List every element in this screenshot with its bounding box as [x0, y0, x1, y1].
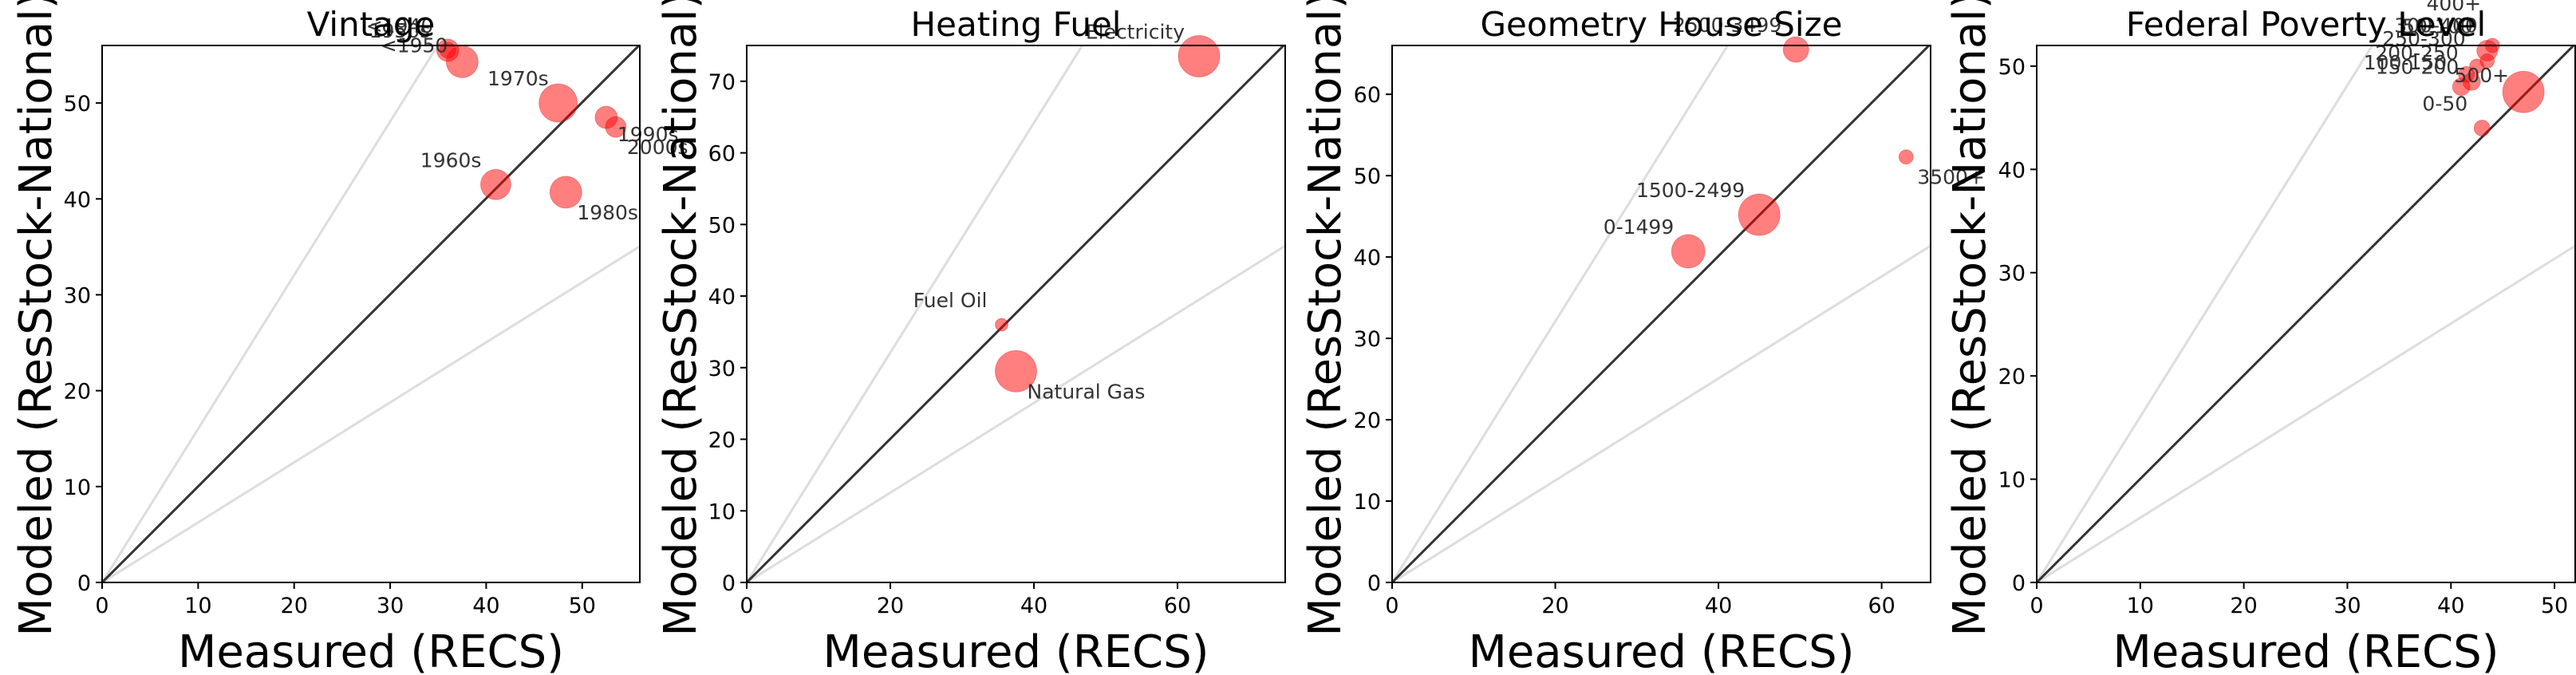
y-tick-label: 30 — [1354, 327, 1381, 352]
x-tick-label: 20 — [1541, 594, 1568, 618]
y-tick-label: 70 — [708, 70, 736, 95]
y-tick-label: 50 — [64, 92, 91, 116]
subplot-1: <1940<19501950s1970s1990s2000s1960s1980s… — [10, 0, 1178, 675]
y-tick-label: 10 — [1998, 468, 2026, 493]
y-tick-label: 20 — [64, 380, 91, 405]
plot-area — [2037, 0, 2576, 582]
x-tick-label: 20 — [281, 594, 308, 618]
chart-title: Federal Poverty Level — [2126, 5, 2486, 44]
y-tick-label: 0 — [77, 571, 91, 596]
x-tick-label: 0 — [95, 594, 108, 618]
y-tick-label: 10 — [64, 476, 91, 500]
x-tick-label: 40 — [2437, 594, 2464, 618]
subplot-2: Electricity Fuel Oil Natural Gas 0 20 40 60 0 10… — [655, 0, 1824, 675]
identity-line — [2037, 0, 2576, 582]
y-tick-label: 20 — [708, 428, 736, 453]
y-tick-label: 0 — [1367, 571, 1381, 596]
y-tick-label: 30 — [708, 357, 736, 381]
subplot-4: 50-100100-150150-200200-250250-300300-40… — [1944, 0, 2576, 675]
y-axis-label: Modeled (ResStock-National) — [1300, 0, 1351, 637]
guide-line-lower — [2037, 0, 2576, 582]
x-axis-label: Measured (RECS) — [1469, 626, 1855, 675]
x-tick-label: 30 — [377, 594, 404, 618]
y-tick-label: 0 — [2012, 571, 2026, 596]
x-axis-label: Measured (RECS) — [178, 626, 564, 675]
y-tick-label: 20 — [1354, 409, 1381, 433]
y-tick-label: 40 — [1354, 246, 1381, 270]
x-tick-label: 40 — [1020, 594, 1047, 618]
y-tick-label: 40 — [708, 285, 736, 310]
x-tick-label: 0 — [740, 594, 753, 618]
x-tick-label: 30 — [2333, 594, 2361, 618]
y-tick-label: 30 — [1998, 262, 2026, 286]
data-point-2 — [1899, 150, 1913, 164]
y-tick-label: 10 — [708, 499, 736, 524]
point-label: 500+ — [2454, 64, 2509, 87]
data-point-2 — [996, 318, 1008, 331]
data-point-7 — [480, 169, 511, 199]
point-label: Fuel Oil — [913, 289, 988, 312]
y-tick-label: 60 — [1354, 83, 1381, 108]
point-label: 1500-2499 — [1636, 179, 1745, 202]
y-tick-label: 20 — [1998, 365, 2026, 389]
x-axis-label: Measured (RECS) — [2113, 626, 2499, 675]
y-axis-label: Modeled (ResStock-National) — [10, 0, 62, 637]
y-tick-label: 50 — [708, 213, 736, 238]
x-tick-label: 0 — [2030, 594, 2043, 618]
x-tick-label: 20 — [877, 594, 904, 618]
x-tick-label: 10 — [2127, 594, 2154, 618]
chart-title: Heating Fuel — [911, 5, 1122, 44]
subplot-3: 2500-3499 3500+ 1500-2499 0-1499 0 20 40 60 0 10 2… — [1300, 0, 2469, 675]
y-tick-label: 40 — [1998, 158, 2026, 183]
point-label: Natural Gas — [1028, 380, 1146, 403]
x-tick-label: 50 — [2541, 594, 2568, 618]
point-label: 1970s — [487, 67, 549, 90]
x-tick-label: 20 — [2230, 594, 2257, 618]
y-tick-label: 30 — [64, 283, 91, 308]
y-axis-label: Modeled (ResStock-National) — [1944, 0, 1996, 637]
y-tick-label: 0 — [722, 571, 736, 596]
x-tick-label: 60 — [1868, 594, 1895, 618]
point-label: 0-50 — [2422, 93, 2468, 116]
x-tick-label: 0 — [1385, 594, 1398, 618]
point-label: 1980s — [577, 201, 638, 224]
guide-line-upper — [2037, 0, 2576, 582]
x-tick-label: 50 — [569, 594, 596, 618]
y-axis-label: Modeled (ResStock-National) — [655, 0, 707, 637]
data-point-9 — [2474, 120, 2490, 136]
y-tick-label: 40 — [64, 188, 91, 212]
chart-title: Geometry House Size — [1481, 5, 1843, 44]
point-label: 0-1499 — [1604, 215, 1675, 239]
data-point-4 — [1671, 235, 1705, 268]
x-tick-label: 60 — [1164, 594, 1191, 618]
y-tick-label: 50 — [1998, 55, 2026, 80]
x-tick-label: 40 — [1705, 594, 1732, 618]
chart-title: Vintage — [307, 5, 436, 44]
point-label: 1960s — [420, 148, 482, 172]
y-tick-label: 60 — [708, 142, 736, 167]
x-axis-label: Measured (RECS) — [823, 626, 1209, 675]
x-tick-label: 10 — [184, 594, 211, 618]
y-tick-label: 50 — [1354, 164, 1381, 189]
x-tick-label: 40 — [472, 594, 499, 618]
y-tick-label: 10 — [1354, 490, 1381, 515]
